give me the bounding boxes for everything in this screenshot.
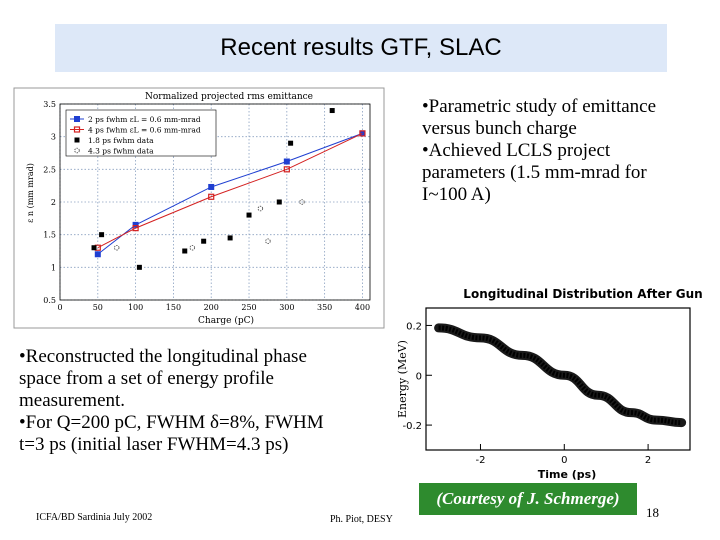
x-tick-label: 2 [645, 455, 651, 466]
data-point [227, 235, 233, 241]
data-point [299, 199, 305, 205]
right-text-block: •Parametric study of emittance versus bu… [422, 96, 656, 206]
series-line [438, 325, 682, 426]
y-tick-label: 0 [416, 371, 422, 382]
data-point [91, 245, 97, 251]
data-point [288, 140, 294, 146]
x-tick-label: 350 [317, 303, 332, 312]
data-point [132, 221, 139, 228]
x-tick-label: -2 [475, 455, 485, 466]
y-tick-label: 1.5 [43, 231, 56, 240]
x-axis-label: Time (ps) [538, 468, 597, 481]
legend-label: 1.8 ps fwhm data [88, 136, 154, 145]
x-tick-label: 150 [166, 303, 181, 312]
data-point [189, 244, 196, 251]
legend-box [65, 109, 217, 157]
courtesy-label: (Courtesy of J. Schmerge) [419, 483, 637, 515]
data-point [113, 244, 120, 251]
data-point [265, 238, 271, 244]
text-line: •Achieved LCLS project [422, 140, 611, 161]
plot-area [59, 103, 371, 301]
emittance-chart: Normalized projected rms emittance Charg… [13, 87, 385, 329]
y-tick-label: 3 [51, 133, 56, 142]
data-point [99, 232, 105, 238]
slide-title: Recent results GTF, SLAC [220, 34, 502, 61]
text-line: t=3 ps (initial laser FWHM=4.3 ps) [19, 434, 289, 455]
x-tick-label: 0 [57, 303, 62, 312]
data-point [283, 158, 290, 165]
y-tick-label: -0.2 [402, 421, 422, 432]
y-axis-label: ε n (mm mrad) [26, 163, 35, 223]
data-point [257, 205, 264, 212]
x-tick-label: 300 [279, 303, 294, 312]
x-tick-label: 250 [241, 303, 256, 312]
page-number: 18 [646, 505, 659, 520]
data-point [329, 108, 335, 114]
text-line: •For Q=200 pC, FWHM δ=8%, FWHM [19, 412, 324, 433]
legend-label: 4.3 ps fwhm data [88, 147, 154, 156]
y-tick-label: 2.5 [43, 165, 56, 174]
text-line: versus bunch charge [422, 118, 577, 139]
chart-title: Longitudinal Distribution After Gun [463, 287, 702, 301]
x-axis-label: Charge (pC) [198, 315, 254, 326]
y-tick-label: 0.5 [43, 296, 56, 305]
data-point [201, 238, 207, 244]
data-point [74, 137, 80, 143]
chart-title: Normalized projected rms emittance [145, 92, 313, 102]
text-line: measurement. [19, 390, 126, 411]
y-tick-label: 2 [51, 198, 56, 207]
footer-event: ICFA/BD Sardinia July 2002 [36, 512, 153, 523]
data-point [74, 147, 80, 154]
plot-area [425, 307, 691, 451]
data-point [132, 225, 139, 232]
x-tick-label: 100 [128, 303, 143, 312]
data-point [359, 130, 366, 137]
text-line: I~100 A) [422, 184, 491, 205]
data-point [182, 248, 188, 254]
data-point [283, 166, 290, 173]
data-point [208, 193, 215, 200]
data-point [73, 126, 81, 133]
data-point [136, 264, 142, 270]
title-bar: Recent results GTF, SLAC [55, 24, 667, 72]
y-tick-label: 1 [51, 263, 56, 272]
data-point [208, 183, 215, 190]
text-line: •Parametric study of emittance [422, 96, 657, 117]
y-tick-label: 3.5 [43, 100, 56, 109]
data-point [246, 212, 252, 218]
data-point [276, 199, 282, 205]
data-point [94, 251, 101, 258]
data-point [74, 116, 80, 122]
text-line: space from a set of energy profile [19, 368, 274, 389]
x-tick-label: 50 [93, 303, 103, 312]
series-line [97, 132, 363, 249]
data-point [359, 130, 366, 137]
text-line: parameters (1.5 mm-mrad for [422, 162, 647, 183]
legend-label: 2 ps fwhm εL = 0.6 mm-mrad [88, 115, 201, 124]
y-axis-label: Energy (MeV) [396, 340, 409, 418]
x-tick-label: 200 [204, 303, 219, 312]
left-text-block: •Reconstructed the longitudinal phase sp… [19, 346, 324, 456]
y-tick-label: 0.2 [406, 321, 422, 332]
text-line: •Reconstructed the longitudinal phase [19, 346, 307, 367]
x-tick-label: 400 [355, 303, 370, 312]
footer-author: Ph. Piot, DESY [330, 514, 393, 525]
x-tick-label: 0 [561, 455, 567, 466]
longitudinal-chart: Longitudinal Distribution After Gun Time… [396, 287, 703, 481]
legend-label: 4 ps fwhm εL = 0.6 mm-mrad [88, 126, 201, 135]
